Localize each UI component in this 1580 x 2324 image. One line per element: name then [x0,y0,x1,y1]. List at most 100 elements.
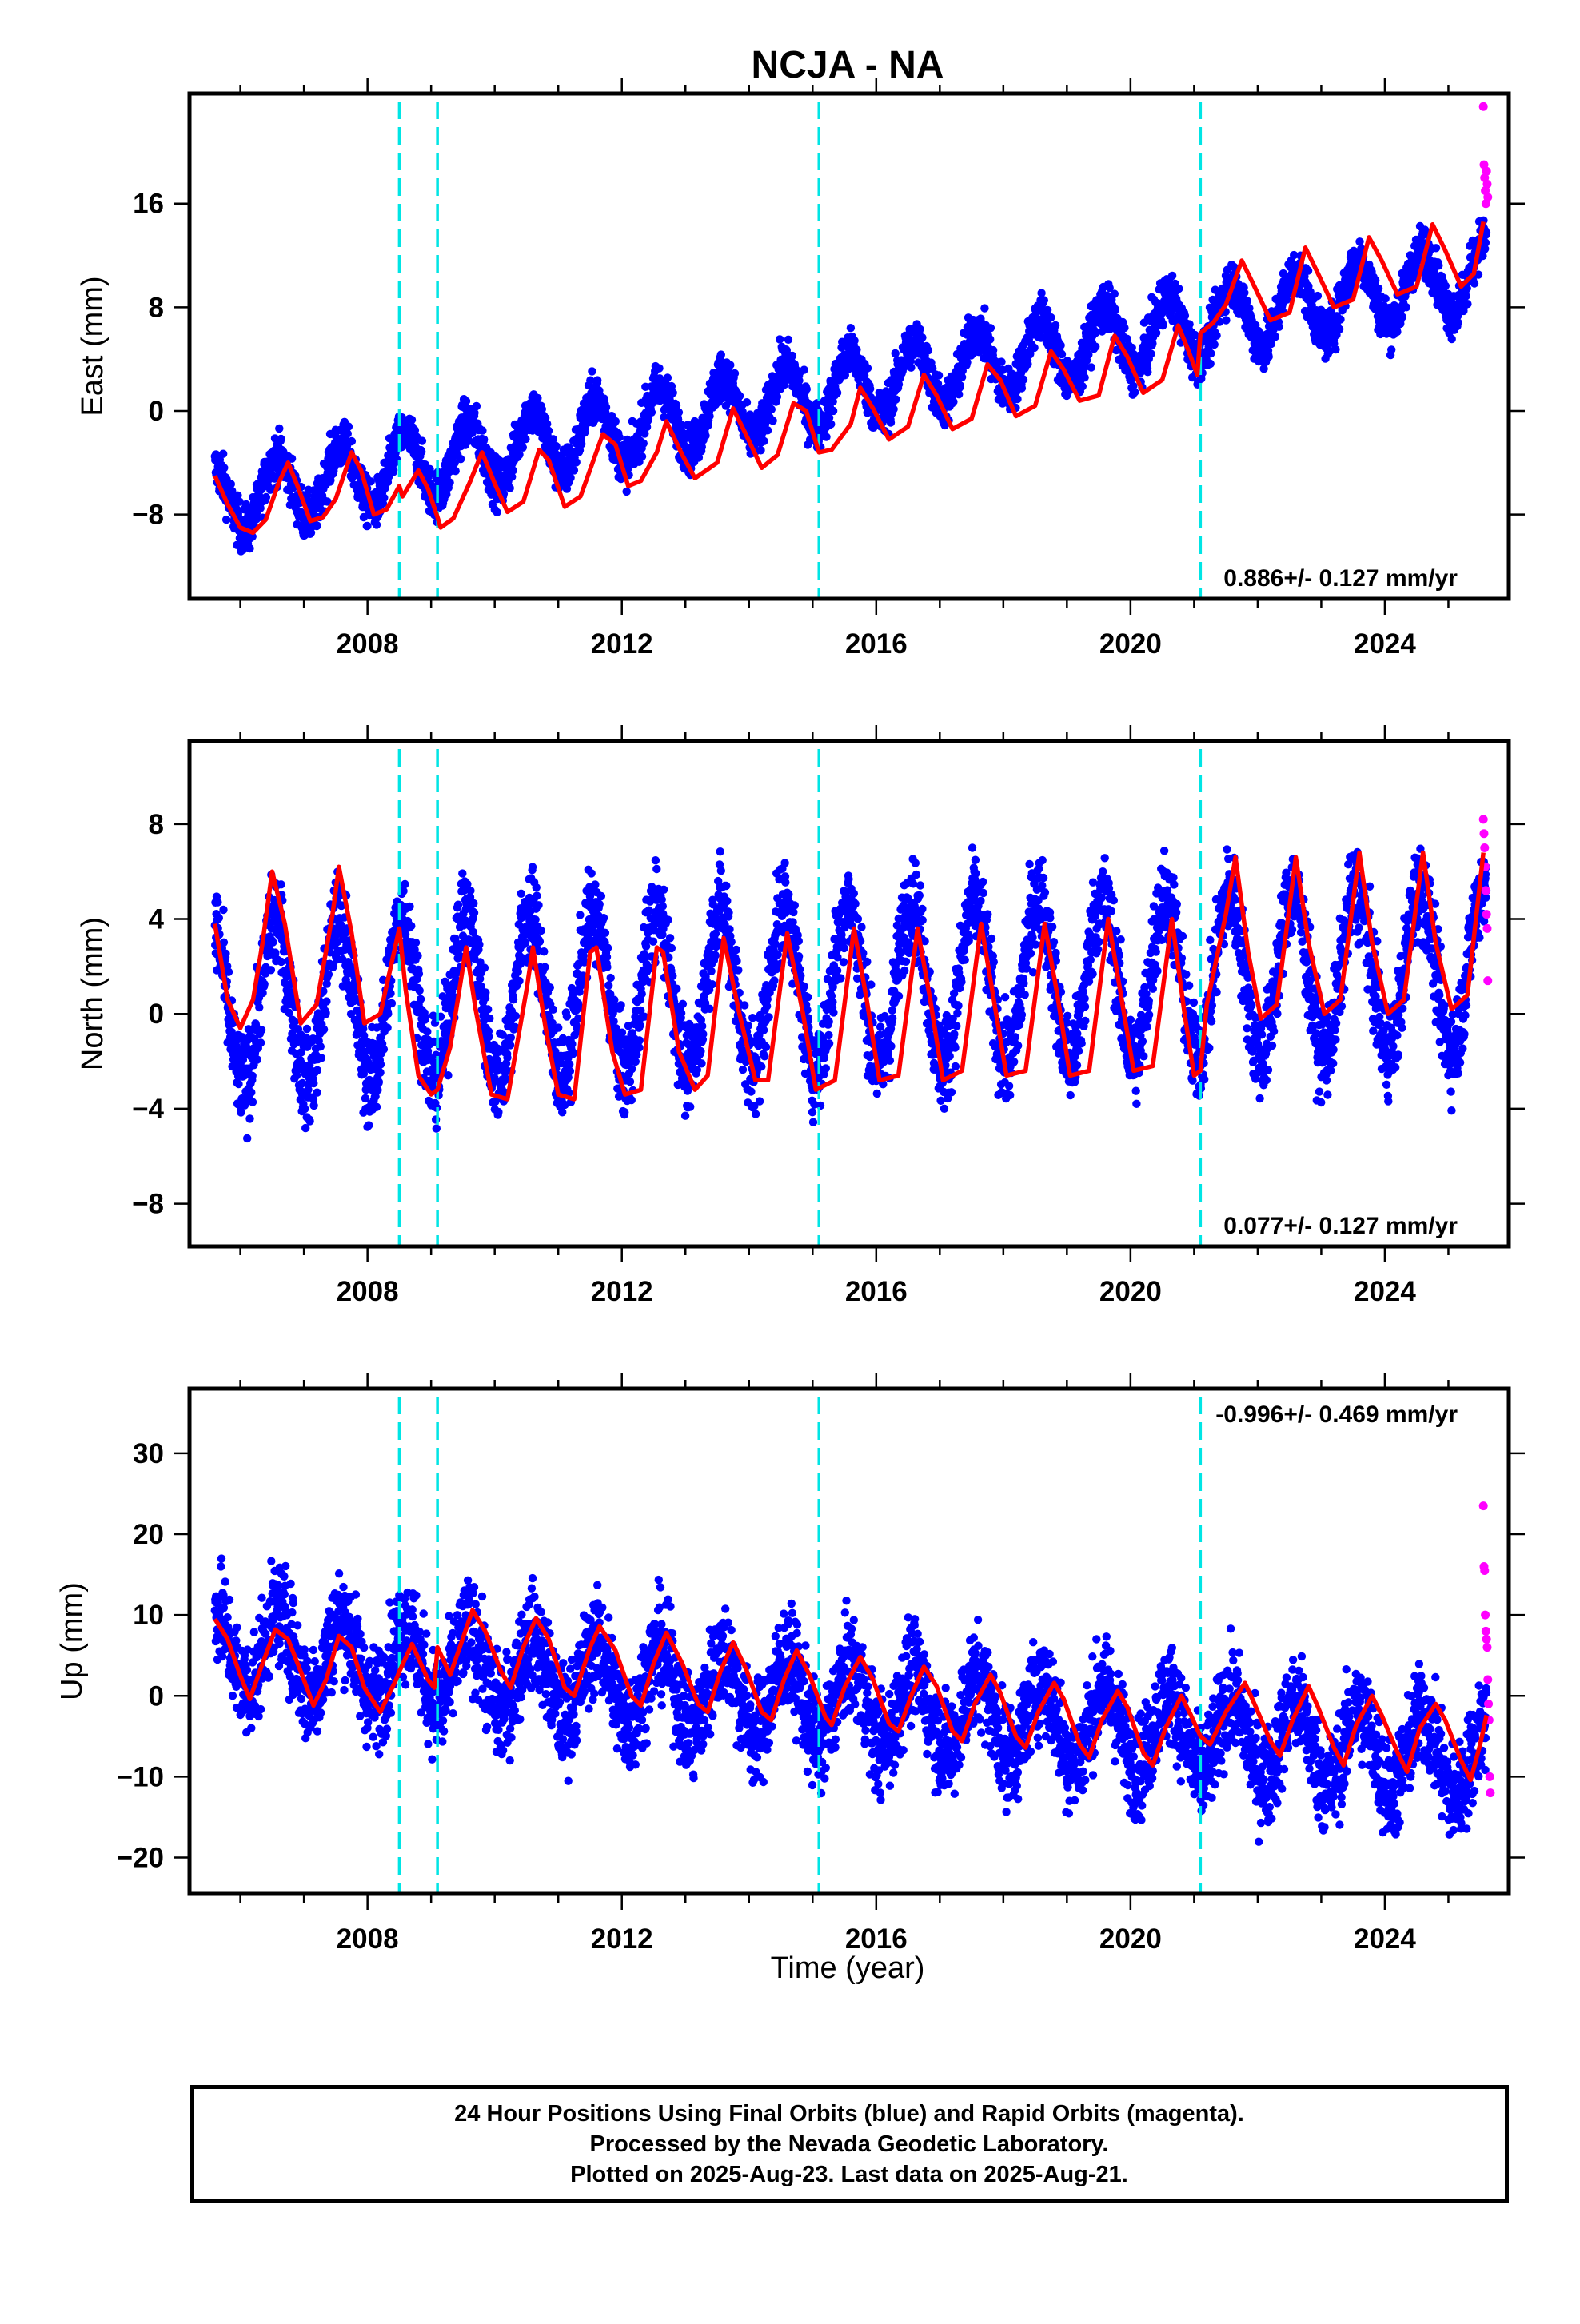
final-orbit-point [1243,297,1251,305]
final-orbit-point [305,1117,313,1125]
final-orbit-point [1111,305,1119,313]
final-orbit-point [1271,333,1279,341]
final-orbit-point [726,361,734,369]
final-orbit-point [478,426,486,434]
final-orbit-point [1355,237,1363,245]
final-orbit-point [1080,373,1088,381]
final-orbit-point [1336,315,1344,323]
final-orbit-point [669,389,677,397]
final-orbit-point [907,364,915,372]
final-orbit-point [850,337,858,345]
final-orbit-point [1079,382,1087,390]
y-tick-label: 16 [133,189,164,220]
final-orbit-point [768,405,776,413]
final-orbit-point [219,450,227,458]
final-orbit-point [325,971,333,979]
x-tick-label: 2020 [1099,628,1162,660]
final-orbit-point [220,939,228,947]
final-orbit-point [1168,272,1176,280]
final-orbit-point [493,508,501,516]
figure-title: NCJA - NA [752,44,944,86]
final-orbit-point [301,1124,309,1132]
final-orbit-point [1454,318,1462,326]
final-orbit-point [997,357,1005,365]
final-orbit-point [756,446,764,454]
velocity-label: 0.886+/- 0.127 mm/yr [1223,565,1458,592]
final-orbit-point [731,369,739,377]
final-orbit-point [261,980,269,988]
final-orbit-point [225,968,233,976]
final-orbit-point [1111,289,1119,297]
final-orbit-point [457,455,465,463]
final-orbit-point [303,1025,311,1033]
final-orbit-point [506,484,514,492]
final-orbit-point [309,1102,317,1110]
final-orbit-point [1265,353,1273,361]
final-orbit-point [760,437,768,445]
final-orbit-point [317,1054,325,1062]
final-orbit-point [918,333,926,341]
final-orbit-point [701,432,709,440]
final-orbit-point [1207,349,1215,357]
final-orbit-point [602,403,610,411]
final-orbit-point [290,1018,298,1026]
final-orbit-point [1175,285,1183,293]
final-orbit-point [1398,313,1406,321]
final-orbit-point [717,350,725,358]
final-orbit-point [1463,300,1471,308]
rapid-orbit-point [1479,102,1488,111]
final-orbit-point [648,409,656,417]
final-orbit-point [418,436,426,444]
final-orbit-point [509,466,517,474]
final-orbit-point [321,1009,329,1017]
final-orbit-point [249,1072,257,1080]
final-orbit-point [1432,244,1440,252]
final-orbit-point [924,346,932,354]
final-orbit-point [313,1089,321,1097]
final-orbit-point [271,948,279,956]
final-orbit-point [784,336,792,344]
final-orbit-point [623,488,631,496]
final-orbit-point [847,324,855,332]
final-orbit-point [1013,395,1021,403]
final-orbit-point [1030,344,1038,352]
rapid-orbit-point [1482,167,1491,176]
final-orbit-point [553,443,561,451]
final-orbit-point [1222,316,1230,324]
final-orbit-point [593,376,601,384]
final-orbit-point [519,444,527,452]
final-orbit-point [949,397,957,405]
final-orbit-point [1212,332,1220,340]
final-orbit-point [1019,376,1027,384]
final-orbit-point [313,1066,321,1074]
final-orbit-point [987,324,995,332]
final-orbit-point [788,352,796,360]
final-orbit-point [616,433,624,441]
final-orbit-point [1152,329,1160,337]
final-orbit-point [768,417,776,425]
final-orbit-point [1482,238,1490,246]
x-axis-label: Time (year) [771,1951,925,1985]
rapid-orbit-point [1482,180,1491,189]
final-orbit-point [1159,321,1167,329]
final-orbit-point [253,1055,261,1063]
final-orbit-point [675,409,683,417]
final-orbit-point [1304,266,1312,274]
final-orbit-point [1181,312,1189,320]
final-orbit-point [445,479,453,487]
final-orbit-point [573,458,581,466]
final-orbit-point [1018,384,1026,392]
final-orbit-point [640,440,648,448]
final-orbit-point [1382,294,1390,302]
final-orbit-point [1442,281,1450,289]
final-orbit-point [269,938,277,946]
final-orbit-point [515,451,523,459]
final-orbit-point [313,521,321,529]
final-orbit-point [245,1114,253,1122]
final-orbit-point [664,373,672,381]
final-orbit-point [1143,368,1151,376]
final-orbit-point [1051,321,1059,329]
final-orbit-point [543,420,551,428]
final-orbit-point [570,466,578,474]
